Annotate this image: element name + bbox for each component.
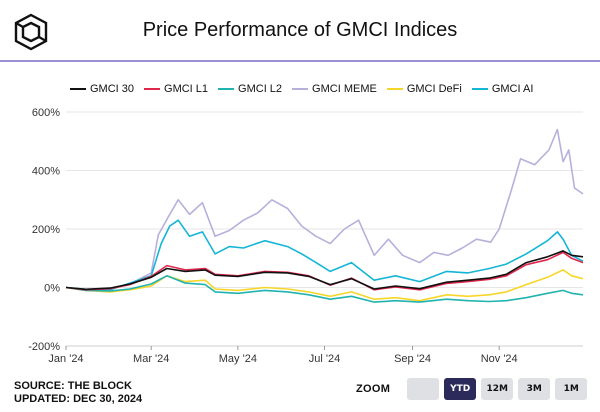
legend-item[interactable]: GMCI MEME (292, 83, 377, 95)
the-block-logo-icon (14, 13, 48, 51)
legend-item[interactable]: GMCI L2 (218, 83, 282, 95)
legend-swatch (218, 88, 235, 90)
footer: SOURCE: THE BLOCK UPDATED: DEC 30, 2024 (14, 380, 142, 406)
x-tick-label: Jan '24 (48, 353, 83, 365)
y-tick-label: 0% (44, 283, 60, 295)
zoom-button-1m[interactable]: 1M (555, 378, 588, 400)
legend-label: GMCI MEME (312, 83, 377, 95)
legend-label: GMCI DeFi (406, 83, 462, 95)
zoom-label: ZOOM (356, 383, 391, 395)
series-line-gmci-meme (65, 128, 584, 291)
chart-legend: GMCI 30 GMCI L1 GMCI L2 GMCI MEME GMCI DeFi G… (70, 81, 533, 97)
y-tick-label: -200% (28, 341, 60, 353)
legend-swatch (471, 88, 488, 90)
legend-label: GMCI L2 (238, 83, 283, 95)
y-tick-label: 600% (32, 107, 60, 119)
x-tick-label: May '24 (219, 353, 257, 365)
source-text: SOURCE: THE BLOCK (14, 380, 132, 392)
zoom-button-3m[interactable]: 3M (518, 378, 551, 400)
zoom-controls: ZOOM YTD 12M 3M 1M (356, 378, 588, 400)
legend-label: GMCI AI (491, 83, 534, 95)
legend-item[interactable]: GMCI AI (471, 83, 534, 95)
legend-swatch (70, 88, 86, 90)
series-line-gmci-30 (65, 250, 584, 291)
legend-label: GMCI L1 (164, 83, 209, 95)
legend-swatch (292, 88, 309, 90)
legend-item[interactable]: GMCI L1 (144, 83, 208, 95)
x-tick-label: Sep '24 (394, 353, 431, 365)
y-tick-label: 400% (32, 166, 60, 178)
updated-text: UPDATED: DEC 30, 2024 (14, 393, 143, 405)
legend-item[interactable]: GMCI 30 (70, 83, 134, 95)
page-title: Price Performance of GMCI Indices (142, 19, 458, 41)
legend-swatch (144, 88, 161, 90)
y-tick-label: 200% (32, 224, 60, 236)
x-tick-label: Jul '24 (309, 353, 340, 365)
legend-label: GMCI 30 (90, 83, 135, 95)
series-line-gmci-l1 (65, 251, 584, 291)
title-divider (0, 60, 600, 62)
zoom-button-blank[interactable] (407, 378, 440, 400)
series-line-gmci-defi (65, 269, 584, 302)
line-chart: -200% 0% 200% 400% 600% Jan '24 Mar '24 May '24… (28, 107, 584, 365)
x-tick-label: Nov '24 (481, 353, 518, 365)
legend-item[interactable]: GMCI DeFi (386, 83, 462, 95)
x-tick-label: Mar '24 (133, 353, 169, 365)
series-line-gmci-ai (65, 219, 584, 291)
zoom-button-ytd[interactable]: YTD (444, 378, 477, 400)
legend-swatch (386, 88, 403, 90)
zoom-button-12m[interactable]: 12M (481, 378, 514, 400)
series-line-gmci-l2 (65, 275, 584, 303)
